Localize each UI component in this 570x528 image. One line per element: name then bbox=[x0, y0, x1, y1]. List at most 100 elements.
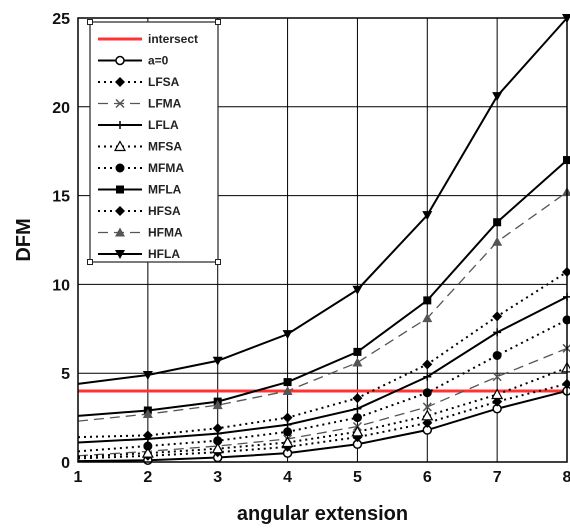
data-point-mfma bbox=[422, 388, 432, 398]
legend-label-mfma: MFMA bbox=[148, 161, 184, 175]
series-line-a-0 bbox=[77, 389, 568, 463]
y-tick-label: 10 bbox=[52, 277, 70, 294]
data-point-hfma bbox=[212, 400, 223, 410]
legend-label-mfla: MFLA bbox=[148, 183, 182, 197]
x-tick-label: 3 bbox=[213, 469, 222, 486]
legend-item-intersect: intersect bbox=[98, 32, 198, 46]
legend-corner-handle bbox=[215, 19, 221, 25]
y-tick-label: 20 bbox=[52, 100, 70, 117]
data-point-hfla bbox=[212, 356, 223, 366]
series-line-hfla bbox=[77, 17, 568, 385]
data-point-hfsa bbox=[142, 430, 153, 441]
data-point-mfma bbox=[283, 427, 293, 437]
data-point-lfsa bbox=[492, 396, 503, 407]
legend-box bbox=[89, 21, 219, 263]
legend-item-lfla: LFLA bbox=[98, 118, 179, 132]
data-point-lfla bbox=[493, 328, 502, 337]
data-point-lfma bbox=[422, 402, 432, 412]
x-tick-label: 2 bbox=[143, 469, 152, 486]
data-point-hfma bbox=[352, 357, 363, 367]
data-point-hfma bbox=[142, 409, 153, 419]
series-mfsa bbox=[77, 361, 570, 458]
legend-label-lfla: LFLA bbox=[148, 118, 179, 132]
y-tick-label: 15 bbox=[52, 189, 70, 206]
y-axis-label: DFM bbox=[13, 218, 35, 261]
series-mfma bbox=[77, 315, 570, 453]
x-tick-label: 7 bbox=[493, 469, 502, 486]
legend-label-intersect: intersect bbox=[148, 32, 198, 46]
legend-marker-a-0 bbox=[115, 55, 125, 66]
data-point-mfma bbox=[143, 441, 153, 451]
series-line-hfma bbox=[77, 191, 568, 422]
series-line-hfsa bbox=[77, 271, 568, 439]
legend-marker-hfsa bbox=[115, 206, 125, 216]
data-point-mfsa bbox=[421, 409, 434, 421]
legend-item-mfsa: MFSA bbox=[98, 140, 182, 154]
data-point-lfsa bbox=[422, 417, 433, 428]
data-point-mfsa bbox=[141, 446, 154, 458]
data-point-mfla bbox=[423, 296, 432, 305]
data-point-mfla bbox=[353, 347, 362, 356]
legend-marker-lfma bbox=[115, 98, 125, 109]
data-point-hfla bbox=[142, 370, 153, 380]
series-line-mfla bbox=[77, 159, 568, 417]
legend-corner-handle bbox=[87, 259, 93, 265]
data-point-hfma bbox=[422, 313, 433, 323]
data-point-mfsa bbox=[211, 442, 224, 454]
data-point-mfla bbox=[283, 378, 292, 387]
data-point-hfsa bbox=[492, 311, 503, 322]
data-point-lfla bbox=[423, 372, 432, 381]
data-point-hfsa bbox=[282, 412, 293, 423]
data-point-mfma bbox=[492, 350, 502, 360]
data-point-mfma bbox=[352, 413, 362, 423]
x-tick-label: 4 bbox=[283, 469, 292, 486]
data-point-hfsa bbox=[212, 423, 223, 434]
series-line-lfma bbox=[77, 347, 568, 457]
data-point-hfsa bbox=[352, 393, 363, 404]
legend-label-mfsa: MFSA bbox=[148, 140, 182, 154]
legend-label-hfma: HFMA bbox=[148, 226, 183, 240]
legend-marker-hfma bbox=[115, 227, 125, 237]
legend-marker-lfsa bbox=[115, 77, 125, 87]
data-point-lfla bbox=[353, 404, 362, 413]
legend-marker-mfma bbox=[115, 163, 125, 173]
y-tick-label: 5 bbox=[61, 366, 70, 383]
legend-item-a-0: a=0 bbox=[98, 54, 169, 68]
legend-marker-hfla bbox=[115, 250, 125, 259]
data-point-mfsa bbox=[351, 425, 364, 437]
data-point-hfma bbox=[282, 385, 293, 395]
x-tick-label: 6 bbox=[423, 469, 432, 486]
legend-corner-handle bbox=[87, 19, 93, 25]
legend-item-lfsa: LFSA bbox=[98, 75, 180, 89]
x-axis-label: angular extension bbox=[237, 503, 408, 525]
data-point-hfma bbox=[562, 187, 570, 197]
data-point-lfsa bbox=[562, 378, 570, 389]
data-point-hfsa bbox=[422, 359, 433, 370]
legend-item-mfma: MFMA bbox=[98, 161, 184, 175]
series-layer bbox=[77, 14, 570, 465]
legend-corner-handle bbox=[215, 259, 221, 265]
legend-item-hfma: HFMA bbox=[98, 226, 183, 240]
series-line-lfla bbox=[77, 295, 568, 444]
data-point-mfsa bbox=[491, 388, 504, 400]
data-point-mfsa bbox=[560, 361, 570, 373]
y-tick-label: 0 bbox=[61, 455, 70, 472]
series-hfma bbox=[77, 187, 570, 422]
legend-marker-mfla bbox=[116, 185, 124, 194]
legend-label-hfla: HFLA bbox=[148, 247, 180, 261]
data-point-mfla bbox=[493, 218, 502, 227]
tick-labels: 1 2 3 4 5 6 7 8 0 5 10 15 20 25 bbox=[52, 11, 570, 486]
y-tick-label: 25 bbox=[52, 11, 70, 28]
data-point-hfla bbox=[492, 92, 503, 102]
legend: intersect a=0 LFSA LFMA LFLA MFSA MFMA MFLA HFSA… bbox=[87, 19, 221, 265]
legend-label-hfsa: HFSA bbox=[148, 204, 181, 218]
legend-item-hfsa: HFSA bbox=[98, 204, 181, 218]
series-hfsa bbox=[77, 266, 570, 441]
legend-marker-mfsa bbox=[113, 140, 127, 152]
legend-label-lfsa: LFSA bbox=[148, 75, 180, 89]
legend-item-hfla: HFLA bbox=[98, 247, 180, 261]
data-point-hfsa bbox=[562, 266, 570, 277]
x-tick-label: 8 bbox=[563, 469, 570, 486]
legend-label-a-0: a=0 bbox=[148, 54, 169, 68]
data-point-hfla bbox=[282, 330, 293, 340]
